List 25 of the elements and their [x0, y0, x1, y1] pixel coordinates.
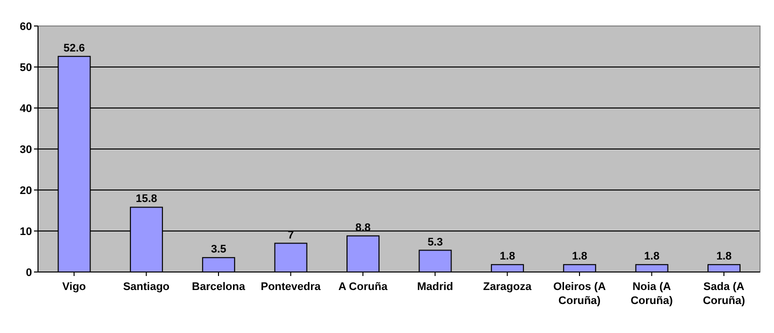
x-tick-label: Sada (A Coruña): [702, 281, 746, 307]
data-label: 1.8: [500, 250, 516, 263]
y-tick-label: 50: [20, 62, 32, 74]
x-tick-label: Barcelona: [192, 281, 246, 293]
y-tick-label: 30: [20, 144, 32, 156]
x-tick-label: Vigo: [62, 281, 86, 293]
data-label: 15.8: [136, 193, 158, 206]
x-tick-label: Zaragoza: [483, 281, 532, 293]
x-tick-label: Oleiros (A Coruña): [553, 281, 606, 307]
data-label: 1.8: [644, 250, 660, 263]
data-label: 3.5: [210, 244, 226, 256]
x-tick-label: Madrid: [417, 281, 454, 293]
x-tick-label: Pontevedra: [260, 281, 322, 293]
data-label: 52.6: [64, 42, 85, 54]
x-tick-label: Santiago: [123, 281, 170, 293]
data-label: 1.8: [716, 250, 732, 263]
y-tick-label: 40: [20, 102, 32, 115]
y-tick-label: 10: [20, 226, 32, 238]
data-label: 1.8: [572, 250, 588, 263]
x-tick-label: Noia (A Coruña): [630, 281, 674, 307]
y-tick-label: 60: [20, 20, 32, 33]
data-label: 5.3: [428, 236, 443, 248]
y-tick-label: 0: [26, 266, 32, 279]
y-tick-label: 20: [20, 184, 32, 197]
x-tick-label: A Coruña: [338, 281, 388, 293]
